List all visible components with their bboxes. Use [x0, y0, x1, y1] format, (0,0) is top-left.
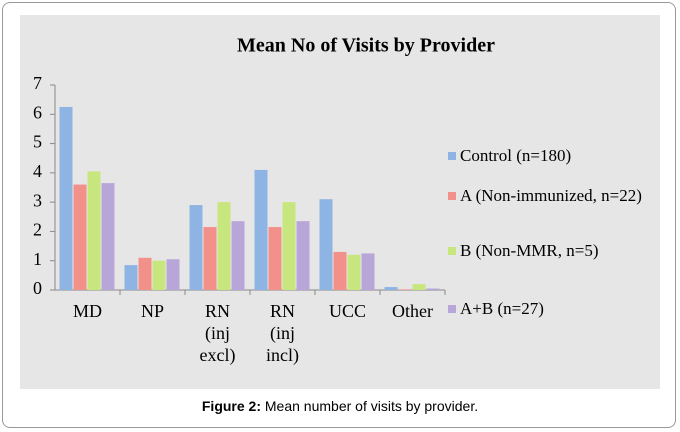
- bar: [361, 253, 375, 290]
- y-tick-label: 1: [33, 249, 42, 269]
- x-tick-label: MD: [72, 301, 102, 321]
- legend-swatch: [448, 247, 456, 255]
- bar: [217, 202, 231, 290]
- bar: [203, 227, 217, 290]
- frame: [2, 2, 676, 428]
- y-tick-label: 3: [33, 190, 42, 210]
- bar: [73, 184, 87, 290]
- bar: [254, 169, 268, 290]
- legend-label: A (Non-immunized, n=22): [460, 186, 642, 205]
- bar: [282, 202, 296, 290]
- y-tick-label: 4: [33, 161, 42, 181]
- y-tick-label: 6: [33, 102, 42, 122]
- legend-label: Control (n=180): [460, 146, 572, 165]
- legend-item: B (Non-MMR, n=5): [448, 240, 650, 262]
- legend-label: B (Non-MMR, n=5): [460, 241, 599, 260]
- bar: [124, 265, 138, 290]
- legend-item: A+B (n=27): [448, 298, 650, 320]
- y-tick-label: 0: [33, 278, 42, 298]
- bar: [347, 254, 361, 290]
- legend-label: A+B (n=27): [460, 299, 544, 318]
- bar: [101, 183, 115, 290]
- bar: [319, 199, 333, 290]
- legend-item: A (Non-immunized, n=22): [448, 185, 645, 207]
- caption-label: Figure 2:: [201, 398, 261, 414]
- x-tick-label: RN (inj excl): [199, 301, 236, 365]
- bar: [189, 205, 203, 290]
- legend-item: Control (n=180): [448, 145, 650, 167]
- chart-title: Mean No of Visits by Provider: [237, 35, 495, 57]
- legend-swatch: [448, 192, 456, 200]
- bar: [268, 227, 282, 290]
- caption: Figure 2: Mean number of visits by provi…: [0, 398, 680, 414]
- bar: [296, 221, 310, 290]
- bar: [412, 284, 426, 290]
- x-tick-label: UCC: [328, 301, 366, 321]
- bar: [152, 260, 166, 290]
- bar: [166, 259, 180, 290]
- bar: [59, 106, 73, 290]
- bar: [426, 288, 440, 290]
- chart-panel: [20, 15, 660, 389]
- y-tick-label: 5: [33, 132, 42, 152]
- x-tick-label: RN (inj incl): [266, 301, 299, 365]
- legend-swatch: [448, 305, 456, 313]
- bar: [231, 221, 245, 290]
- bar: [398, 289, 412, 290]
- x-tick-label: Other: [392, 301, 433, 321]
- bar: [138, 257, 152, 290]
- bar: [333, 251, 347, 290]
- caption-text: Mean number of visits by provider.: [264, 398, 479, 414]
- bar: [87, 171, 101, 290]
- bar: [384, 287, 398, 290]
- y-tick-label: 7: [33, 73, 42, 93]
- legend-swatch: [448, 152, 456, 160]
- y-tick-label: 2: [33, 220, 42, 240]
- x-tick-label: NP: [140, 301, 164, 321]
